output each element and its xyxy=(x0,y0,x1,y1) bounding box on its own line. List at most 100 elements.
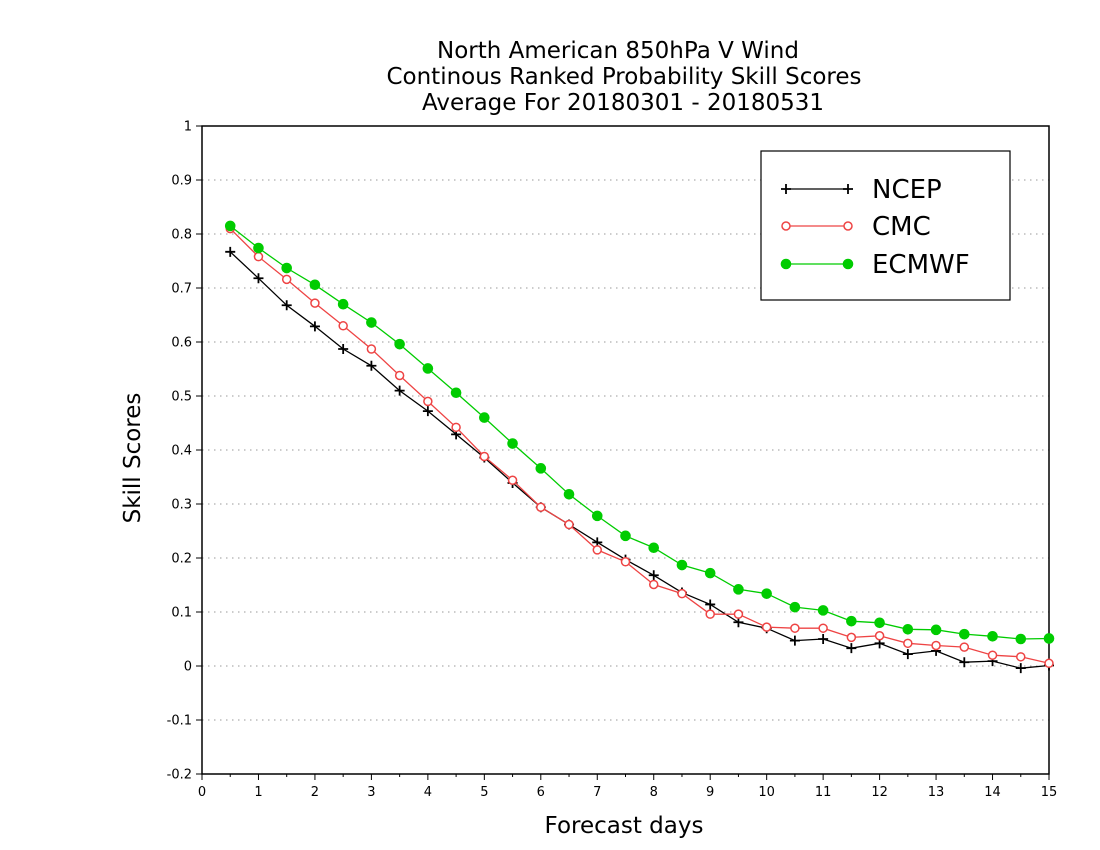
y-tick-label: -0.1 xyxy=(167,714,192,729)
data-point-ecmwf xyxy=(281,262,293,274)
data-point-ecmwf xyxy=(902,623,914,635)
y-tick-label: 0.9 xyxy=(171,174,192,189)
data-point-cmc xyxy=(874,631,885,641)
legend-marker-ncep xyxy=(781,184,791,194)
data-point-ecmwf xyxy=(761,588,772,599)
legend-item-ecmwf: ECMWF xyxy=(780,250,970,280)
data-point-ncep xyxy=(789,635,800,646)
x-tick-label: 8 xyxy=(650,785,658,800)
y-tick-label: 0.7 xyxy=(171,282,192,297)
data-point-ecmwf xyxy=(253,242,264,254)
x-tick-label: 0 xyxy=(198,785,206,800)
data-point-ecmwf xyxy=(930,624,942,636)
data-point-ecmwf xyxy=(846,615,857,627)
data-point-cmc xyxy=(536,502,546,512)
data-point-ncep xyxy=(253,273,264,284)
data-point-cmc xyxy=(677,588,687,599)
data-point-cmc xyxy=(564,519,574,530)
data-point-ecmwf xyxy=(535,463,547,474)
data-point-ecmwf xyxy=(704,567,716,579)
x-tick-label: 12 xyxy=(871,785,888,800)
data-point-ecmwf xyxy=(733,584,744,595)
data-point-ecmwf xyxy=(507,438,518,449)
y-tick-label: 0.1 xyxy=(171,606,192,621)
data-point-cmc xyxy=(592,545,603,555)
x-tick-label: 2 xyxy=(311,785,319,800)
legend-marker-ncep xyxy=(843,184,853,194)
data-point-ecmwf xyxy=(987,631,998,642)
data-point-ecmwf xyxy=(620,530,631,542)
data-point-cmc xyxy=(620,557,631,567)
data-point-cmc xyxy=(423,396,433,407)
data-point-cmc xyxy=(790,623,800,633)
legend-label-ecmwf: ECMWF xyxy=(872,250,970,280)
data-point-cmc xyxy=(479,451,490,462)
data-point-ncep xyxy=(225,246,236,257)
data-point-ecmwf xyxy=(224,220,236,232)
data-point-cmc xyxy=(310,298,320,308)
legend-label-ncep: NCEP xyxy=(872,175,942,205)
x-tick-label: 9 xyxy=(706,785,714,800)
data-point-ecmwf xyxy=(1015,633,1027,645)
data-point-cmc xyxy=(959,642,970,652)
data-point-cmc xyxy=(931,640,941,651)
legend-item-ncep: NCEP xyxy=(781,175,942,205)
x-tick-label: 1 xyxy=(254,785,262,800)
data-point-ecmwf xyxy=(366,317,377,328)
data-point-cmc xyxy=(507,475,518,485)
data-point-ncep xyxy=(1015,663,1026,674)
data-point-ecmwf xyxy=(676,559,688,571)
data-point-ecmwf xyxy=(337,298,349,310)
series-ncep xyxy=(225,246,1054,674)
legend-marker-cmc xyxy=(781,221,791,231)
x-tick-label: 15 xyxy=(1041,785,1058,800)
x-tick-label: 5 xyxy=(480,785,488,800)
data-point-cmc xyxy=(705,609,715,619)
title-line-1: North American 850hPa V Wind xyxy=(437,38,799,64)
legend-marker-ecmwf xyxy=(780,258,792,270)
x-tick-label: 7 xyxy=(593,785,601,800)
chart-title: North American 850hPa V Wind Continous R… xyxy=(386,38,861,116)
y-tick-label: 0.5 xyxy=(171,390,192,405)
data-point-ecmwf xyxy=(591,510,603,522)
data-point-ecmwf xyxy=(648,542,660,554)
data-point-ecmwf xyxy=(959,628,970,640)
data-point-ncep xyxy=(818,634,829,644)
legend-marker-ecmwf xyxy=(842,258,854,270)
data-point-cmc xyxy=(987,650,998,660)
x-tick-label: 10 xyxy=(758,785,775,800)
data-point-cmc xyxy=(394,370,405,381)
data-point-cmc xyxy=(846,632,857,643)
y-tick-label: 0.2 xyxy=(171,552,192,567)
data-point-ncep xyxy=(394,385,405,396)
data-point-cmc xyxy=(253,251,264,262)
title-line-2: Continous Ranked Probability Skill Score… xyxy=(386,64,861,90)
y-tick-label: -0.2 xyxy=(167,768,192,783)
data-point-ecmwf xyxy=(394,338,405,350)
data-point-ecmwf xyxy=(789,601,801,613)
data-point-cmc xyxy=(338,321,348,331)
data-point-ecmwf xyxy=(817,605,829,616)
legend-marker-cmc xyxy=(843,221,853,231)
data-point-ncep xyxy=(733,617,744,628)
legend-label-cmc: CMC xyxy=(872,212,931,242)
legend-item-cmc: CMC xyxy=(781,212,931,242)
x-tick-label: 3 xyxy=(367,785,375,800)
data-point-ncep xyxy=(959,657,970,668)
x-tick-label: 11 xyxy=(815,785,832,800)
data-point-ncep xyxy=(846,643,857,654)
x-axis-label: Forecast days xyxy=(545,813,704,839)
data-point-ecmwf xyxy=(479,412,490,423)
data-point-ncep xyxy=(705,599,716,610)
legend: NCEP CMC ECMWF xyxy=(760,150,1011,301)
axis-ticks: -0.2-0.100.10.20.30.40.50.60.70.80.910 1 2… xyxy=(167,120,1058,801)
data-point-cmc xyxy=(451,422,461,433)
y-tick-label: 0.8 xyxy=(171,228,192,243)
data-point-ncep xyxy=(281,300,292,311)
title-line-3: Average For 20180301 - 20180531 xyxy=(422,90,824,116)
y-tick-label: 1 xyxy=(184,120,192,135)
data-point-cmc xyxy=(1044,658,1054,669)
data-point-cmc xyxy=(733,609,744,619)
y-axis-label: Skill Scores xyxy=(120,393,146,524)
